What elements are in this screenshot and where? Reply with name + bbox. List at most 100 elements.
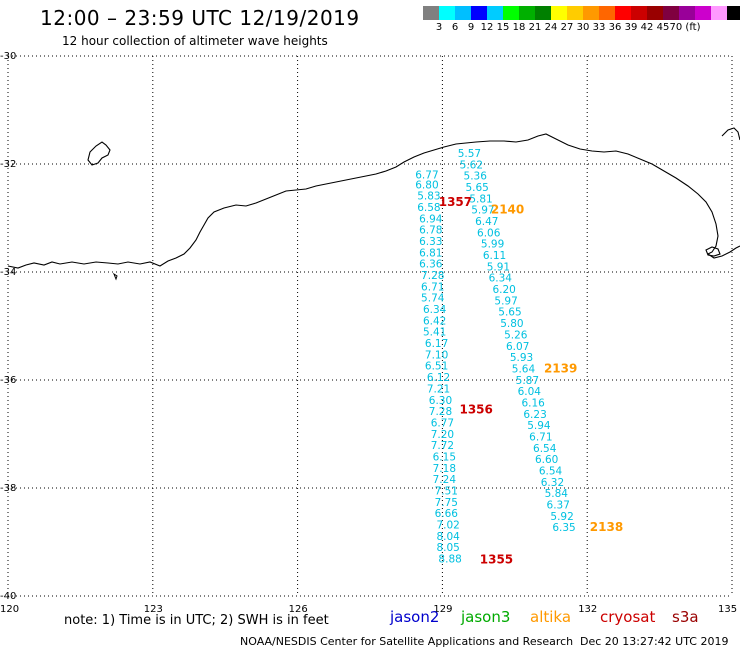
wave-height-value: 6.71: [529, 431, 552, 443]
wave-height-value: 6.20: [492, 284, 515, 296]
wave-height-value: 6.12: [427, 372, 450, 384]
wave-height-value: 6.80: [415, 179, 438, 191]
latitude-label: -36: [0, 375, 17, 386]
wave-height-value: 5.87: [516, 375, 539, 387]
color-swatch: [631, 6, 647, 20]
wave-height-value: 6.17: [425, 338, 448, 350]
color-swatch: [615, 6, 631, 20]
wave-height-value: 5.84: [545, 488, 569, 500]
pass-time-label: 2139: [544, 361, 577, 375]
color-swatch: [711, 6, 727, 20]
longitude-label: 123: [143, 604, 163, 615]
wave-height-value: 6.32: [541, 477, 564, 489]
wave-height-value: 6.60: [535, 454, 558, 466]
latitude-label: -40: [0, 591, 17, 602]
pass-time-label: 1355: [480, 553, 513, 567]
color-swatch: [487, 6, 503, 20]
latitude-label: -30: [0, 51, 17, 62]
color-swatch: [583, 6, 599, 20]
wave-height-value: 6.47: [475, 216, 498, 228]
legend-item-cryosat: cryosat: [600, 608, 656, 626]
wave-height-value: 6.34: [489, 273, 513, 285]
pass-time-label: 2138: [590, 520, 623, 534]
wave-height-value: 7.02: [436, 520, 459, 532]
australia-south-coast: [7, 133, 740, 269]
wave-height-value: 5.93: [510, 352, 533, 364]
wave-height-value: 7.51: [435, 485, 458, 497]
wave-height-value: 6.04: [518, 386, 542, 398]
color-swatch: [503, 6, 519, 20]
wave-height-value: 5.99: [481, 239, 504, 251]
color-swatch: [535, 6, 551, 20]
longitude-label: 126: [288, 604, 308, 615]
wave-height-value: 5.26: [504, 329, 528, 341]
color-scale-label: 30: [576, 22, 590, 33]
longitude-label: 132: [578, 604, 598, 615]
wave-height-value: 6.30: [429, 395, 452, 407]
wave-height-value: 7.72: [431, 440, 454, 452]
color-scale-label: 42: [640, 22, 654, 33]
wave-height-value: 6.15: [433, 451, 456, 463]
satellite-track: 5.575.625.365.655.815.976.476.065.996.11…: [458, 148, 623, 534]
wave-height-value: 6.42: [423, 315, 446, 327]
wave-height-value: 6.66: [435, 508, 459, 520]
wave-height-value: 5.36: [464, 171, 488, 183]
wave-height-value: 5.62: [460, 159, 483, 171]
wave-height-value: 6.34: [423, 304, 447, 316]
color-swatch: [455, 6, 471, 20]
color-swatch: [439, 6, 455, 20]
legend-item-jason2: jason2: [390, 608, 440, 626]
wave-height-value: 5.94: [527, 420, 551, 432]
color-scale-label: 70 (ft): [669, 22, 701, 33]
color-scale-label: 36: [608, 22, 622, 33]
wave-height-value: 6.81: [419, 247, 442, 259]
wave-height-value: 5.97: [494, 295, 517, 307]
color-scale-label: 39: [624, 22, 638, 33]
color-scale-labels: 3 6 9 12 15 18 21 24 27 30 33 36 39 42 45 70 (ft): [423, 22, 740, 34]
wave-height-value: 7.18: [433, 463, 456, 475]
wave-height-value: 6.37: [547, 500, 570, 512]
wave-height-value: 5.91: [487, 261, 510, 273]
color-swatch: [663, 6, 679, 20]
footer-timestamp: Dec 20 13:27:42 UTC 2019: [580, 635, 729, 648]
latitude-label: -38: [0, 483, 17, 494]
wave-height-value: 6.33: [419, 236, 442, 248]
graticule: [7, 55, 733, 597]
wave-height-value: 6.71: [421, 281, 444, 293]
wave-height-value: 6.94: [419, 213, 443, 225]
wave-height-value: 5.80: [500, 318, 523, 330]
color-swatch: [471, 6, 487, 20]
wave-height-value: 6.16: [521, 397, 545, 409]
latitude-label: -32: [0, 159, 17, 170]
wave-height-value: 8.88: [438, 554, 461, 566]
longitude-label: 129: [433, 604, 453, 615]
color-swatch: [727, 6, 740, 20]
wave-height-value: 6.36: [419, 259, 443, 271]
color-scale-label: 9: [467, 22, 475, 33]
color-scale-label: 15: [496, 22, 510, 33]
legend-item-jason3: jason3: [461, 608, 511, 626]
legend-item-altika: altika: [530, 608, 572, 626]
wave-height-value: 6.07: [506, 341, 529, 353]
wave-height-value: 7.28: [421, 270, 444, 282]
kangaroo-island: [705, 246, 721, 257]
altimeter-tracks: 6.776.805.836.586.946.786.336.816.367.28…: [415, 148, 623, 567]
coastline: [7, 127, 740, 281]
wave-height-value: 5.41: [423, 327, 446, 339]
color-swatch: [647, 6, 663, 20]
pass-time-label: 1356: [459, 402, 492, 416]
eastern-coast-fragment: [721, 127, 740, 141]
color-swatch: [519, 6, 535, 20]
color-scale-label: 6: [451, 22, 459, 33]
footer-credit: NOAA/NESDIS Center for Satellite Applica…: [240, 635, 574, 648]
wave-height-value: 5.65: [465, 182, 488, 194]
color-scale-label: 18: [512, 22, 526, 33]
wave-height-value: 6.23: [523, 409, 546, 421]
color-scale-bar: [423, 6, 740, 20]
wave-height-value: 8.05: [436, 542, 459, 554]
color-swatch: [551, 6, 567, 20]
satellite-track: 6.776.805.836.586.946.786.336.816.367.28…: [415, 170, 513, 567]
wave-height-value: 5.83: [417, 191, 440, 203]
color-scale-label: 45: [656, 22, 670, 33]
